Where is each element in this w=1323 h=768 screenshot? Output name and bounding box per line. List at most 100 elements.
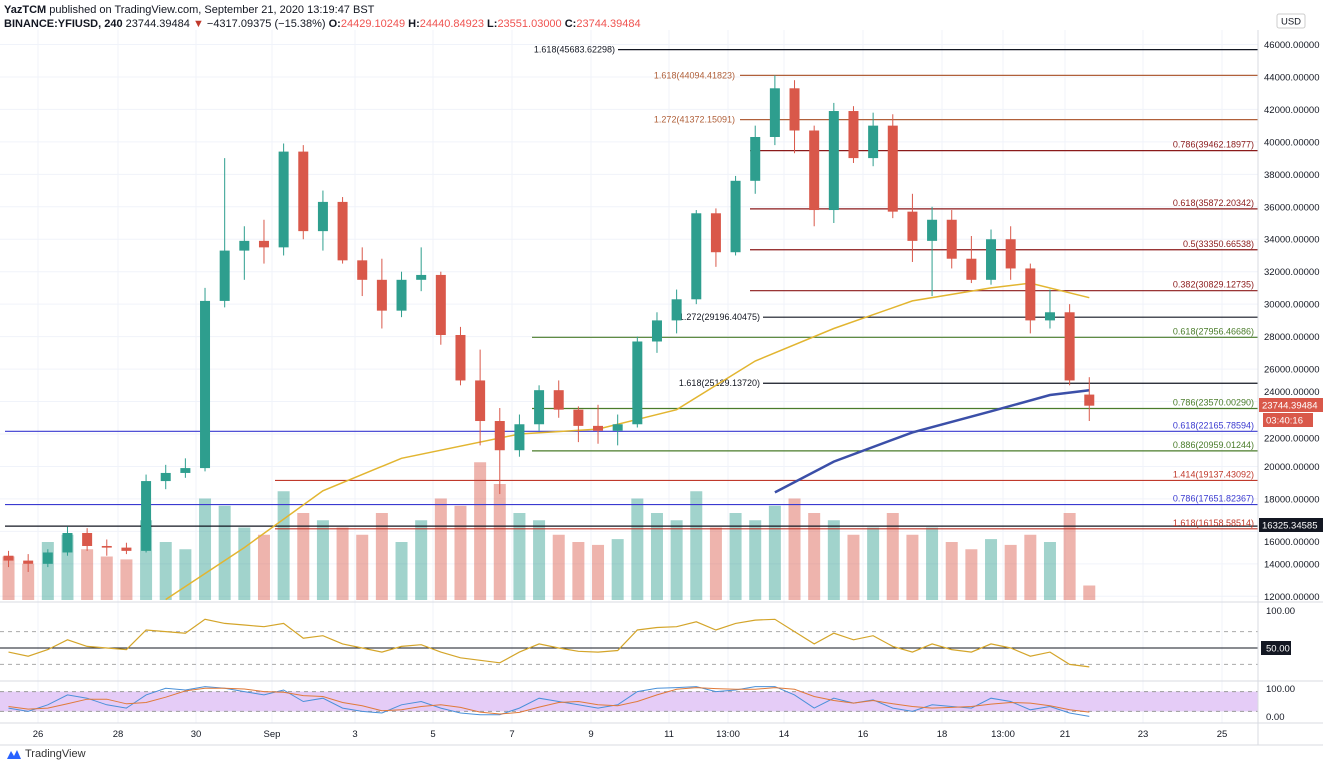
candle-body — [219, 250, 230, 301]
tradingview-logo-icon — [7, 750, 21, 759]
volume-bar — [434, 498, 447, 600]
price-tick-label: 18000.00000 — [1264, 494, 1319, 505]
price-tick-label: 30000.00000 — [1264, 300, 1319, 311]
candle — [789, 80, 800, 154]
volume-bar — [631, 498, 644, 600]
candle-body — [337, 201, 348, 261]
volume-bar — [985, 539, 998, 600]
candles — [3, 75, 1095, 572]
stoch-top-label: 100.00 — [1266, 684, 1295, 695]
volume-bars — [2, 462, 1096, 600]
candle-body — [1084, 394, 1095, 406]
volume-bar — [277, 491, 290, 600]
volume-bar — [336, 527, 349, 600]
candle-body — [691, 213, 702, 300]
tradingview-logo[interactable]: TradingView — [6, 748, 86, 760]
price-axis[interactable]: 46000.00000 44000.00000 42000.00000 40000.0… — [1264, 40, 1319, 603]
candle-body — [1025, 268, 1036, 321]
volume-bar — [749, 520, 762, 600]
candle-body — [416, 274, 427, 280]
open-value: 24429.10249 — [340, 18, 406, 30]
candle-body — [651, 320, 662, 342]
time-tick-label: 9 — [588, 729, 593, 740]
time-tick-label: 16 — [858, 729, 869, 740]
candle-body — [475, 380, 486, 422]
axes: USD 46000.00000 44000.00000 42000.00000 400… — [0, 13, 1323, 746]
candle-body — [750, 136, 761, 181]
candle-body — [82, 533, 93, 546]
volume-bar — [375, 513, 388, 600]
candle — [357, 247, 368, 297]
candle — [278, 143, 289, 256]
candle-body — [200, 300, 211, 469]
time-tick-label: 23 — [1138, 729, 1149, 740]
candle — [868, 112, 879, 167]
volume-bar — [1024, 534, 1037, 600]
time-tick-label: 21 — [1060, 729, 1071, 740]
volume-bar — [316, 520, 329, 600]
high-label: H: — [408, 18, 420, 30]
volume-bar — [415, 520, 428, 600]
candle — [298, 145, 309, 240]
close-value: 23744.39484 — [576, 18, 641, 30]
candle — [219, 158, 230, 308]
fibonacci-levels[interactable]: 1.618(45683.62298) 1.618(44094.41823) 1.27… — [5, 45, 1258, 530]
candle — [180, 458, 191, 478]
candle-body — [966, 258, 977, 280]
volume-bar — [709, 527, 722, 600]
moving-averages — [165, 282, 1090, 601]
candle — [710, 208, 721, 267]
time-tick-label: 18 — [937, 729, 948, 740]
price-tick-label: 38000.00000 — [1264, 170, 1319, 181]
candle — [1044, 289, 1055, 329]
candle — [200, 287, 211, 472]
volume-bar — [1004, 544, 1017, 600]
candle — [416, 247, 427, 292]
fib-level-label: 1.618(44094.41823) — [654, 70, 735, 80]
candle — [337, 197, 348, 264]
volume-bar — [218, 505, 231, 600]
low-label: L: — [487, 18, 498, 30]
candle-body — [101, 545, 112, 548]
price-tick-label: 26000.00000 — [1264, 365, 1319, 376]
candle — [239, 226, 250, 280]
candle-body — [1044, 312, 1055, 321]
volume-bar — [592, 544, 605, 600]
time-tick-label: 14 — [779, 729, 790, 740]
candle — [42, 549, 53, 568]
fib-level-label: 0.786(17651.82367) — [1173, 494, 1254, 504]
candle-body — [593, 425, 604, 431]
published-text: published on TradingView.com, September … — [49, 4, 375, 16]
time-tick-label: 26 — [33, 729, 44, 740]
volume-bar — [493, 484, 506, 600]
rsi-top-label: 100.00 — [1266, 606, 1295, 617]
candle — [828, 102, 839, 224]
publisher-name[interactable]: YazTCM — [4, 4, 47, 16]
candle — [435, 271, 446, 345]
volume-bar — [356, 534, 369, 600]
candle-body — [1005, 239, 1016, 269]
fib-level-label: 0.618(35872.20342) — [1173, 198, 1254, 208]
symbol-label[interactable]: BINANCE:YFIUSD, 240 — [4, 18, 123, 30]
candle — [23, 554, 34, 572]
candle — [553, 380, 564, 418]
fib-level-label: 1.272(29196.40475) — [679, 312, 760, 322]
volume-bar — [808, 513, 821, 600]
volume-bar — [945, 542, 958, 600]
volume-bar — [611, 539, 624, 600]
fib-level-label: 0.618(27956.46686) — [1173, 326, 1254, 336]
volume-bar — [2, 556, 15, 600]
candle — [494, 408, 505, 495]
price-tick-label: 12000.00000 — [1264, 592, 1319, 603]
candle — [769, 75, 780, 146]
candle — [809, 125, 820, 227]
candle-body — [141, 481, 152, 551]
price-tick-label: 34000.00000 — [1264, 235, 1319, 246]
time-tick-label: 11 — [664, 729, 674, 740]
volume-bar — [120, 559, 133, 600]
fib-level-label: 0.5(33350.66538) — [1183, 239, 1254, 249]
time-axis[interactable]: 26 28 30 Sep 3 5 7 9 11 13:00 14 16 18 13:00 21 23 25 — [33, 729, 1228, 740]
price-tick-label: 16000.00000 — [1264, 537, 1319, 548]
time-tick-label: 30 — [191, 729, 202, 740]
